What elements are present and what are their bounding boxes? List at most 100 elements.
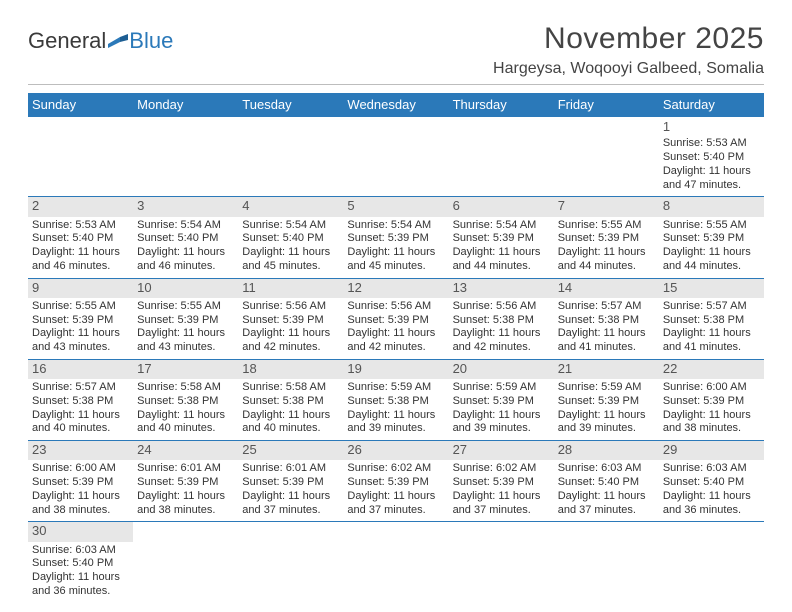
- calendar-table: SundayMondayTuesdayWednesdayThursdayFrid…: [28, 93, 764, 603]
- day-number: 26: [343, 441, 448, 460]
- daylight-line: Daylight: 11 hours and 37 minutes.: [347, 490, 444, 518]
- calendar-row: 1Sunrise: 5:53 AMSunset: 5:40 PMDaylight…: [28, 117, 764, 197]
- calendar-cell: 12 Sunrise: 5:56 AMSunset: 5:39 PMDayligh…: [343, 278, 448, 359]
- day-header: Saturday: [659, 93, 764, 117]
- day-number: 24: [133, 441, 238, 460]
- calendar-cell-empty: [238, 522, 343, 603]
- day-number: 19: [343, 360, 448, 379]
- day-header: Tuesday: [238, 93, 343, 117]
- sunset-line: Sunset: 5:40 PM: [32, 232, 129, 246]
- page-title: November 2025: [493, 22, 764, 56]
- daylight-line: Daylight: 11 hours and 42 minutes.: [242, 327, 339, 355]
- sunset-line: Sunset: 5:39 PM: [347, 314, 444, 328]
- day-number: 15: [659, 279, 764, 298]
- calendar-cell-empty: [133, 522, 238, 603]
- daylight-line: Daylight: 11 hours and 39 minutes.: [453, 409, 550, 437]
- day-number: 20: [449, 360, 554, 379]
- day-number: 5: [343, 197, 448, 216]
- daylight-line: Daylight: 11 hours and 43 minutes.: [137, 327, 234, 355]
- day-number: 18: [238, 360, 343, 379]
- sunrise-line: Sunrise: 5:58 AM: [242, 381, 339, 395]
- sunrise-line: Sunrise: 5:58 AM: [137, 381, 234, 395]
- calendar-cell: 13Sunrise: 5:56 AMSunset: 5:38 PMDayligh…: [449, 278, 554, 359]
- sunrise-line: Sunrise: 6:03 AM: [663, 462, 760, 476]
- sunrise-line: Sunrise: 6:02 AM: [347, 462, 444, 476]
- calendar-cell: 10Sunrise: 5:55 AMSunset: 5:39 PMDayligh…: [133, 278, 238, 359]
- day-number: 12: [343, 279, 448, 298]
- day-number: 6: [449, 197, 554, 216]
- sunset-line: Sunset: 5:38 PM: [32, 395, 129, 409]
- day-number: 22: [659, 360, 764, 379]
- calendar-cell-empty: [133, 117, 238, 197]
- sunset-line: Sunset: 5:40 PM: [663, 151, 760, 165]
- sunrise-line: Sunrise: 6:01 AM: [137, 462, 234, 476]
- calendar-cell: 5Sunrise: 5:54 AMSunset: 5:39 PMDaylight…: [343, 197, 448, 278]
- calendar-cell: 19Sunrise: 5:59 AMSunset: 5:38 PMDayligh…: [343, 359, 448, 440]
- sunset-line: Sunset: 5:40 PM: [558, 476, 655, 490]
- calendar-cell: 25Sunrise: 6:01 AMSunset: 5:39 PMDayligh…: [238, 441, 343, 522]
- day-number: 30: [28, 522, 133, 541]
- sunset-line: Sunset: 5:40 PM: [137, 232, 234, 246]
- calendar-cell: 6Sunrise: 5:54 AMSunset: 5:39 PMDaylight…: [449, 197, 554, 278]
- daylight-line: Daylight: 11 hours and 42 minutes.: [347, 327, 444, 355]
- sunset-line: Sunset: 5:39 PM: [242, 314, 339, 328]
- calendar-row: 9Sunrise: 5:55 AMSunset: 5:39 PMDaylight…: [28, 278, 764, 359]
- daylight-line: Daylight: 11 hours and 36 minutes.: [32, 571, 129, 599]
- calendar-cell: 20Sunrise: 5:59 AMSunset: 5:39 PMDayligh…: [449, 359, 554, 440]
- calendar-cell-empty: [343, 522, 448, 603]
- sunset-line: Sunset: 5:39 PM: [453, 232, 550, 246]
- day-header: Friday: [554, 93, 659, 117]
- day-number: 10: [133, 279, 238, 298]
- calendar-cell-empty: [554, 522, 659, 603]
- calendar-row: 23Sunrise: 6:00 AMSunset: 5:39 PMDayligh…: [28, 441, 764, 522]
- sunrise-line: Sunrise: 5:57 AM: [663, 300, 760, 314]
- sunset-line: Sunset: 5:39 PM: [558, 395, 655, 409]
- daylight-line: Daylight: 11 hours and 38 minutes.: [137, 490, 234, 518]
- daylight-line: Daylight: 11 hours and 40 minutes.: [32, 409, 129, 437]
- sunset-line: Sunset: 5:39 PM: [32, 314, 129, 328]
- calendar-cell: 16Sunrise: 5:57 AMSunset: 5:38 PMDayligh…: [28, 359, 133, 440]
- sunset-line: Sunset: 5:39 PM: [347, 232, 444, 246]
- daylight-line: Daylight: 11 hours and 46 minutes.: [32, 246, 129, 274]
- sunset-line: Sunset: 5:39 PM: [242, 476, 339, 490]
- sunrise-line: Sunrise: 5:57 AM: [32, 381, 129, 395]
- calendar-cell: 30Sunrise: 6:03 AMSunset: 5:40 PMDayligh…: [28, 522, 133, 603]
- sunset-line: Sunset: 5:39 PM: [137, 476, 234, 490]
- sunset-line: Sunset: 5:39 PM: [453, 395, 550, 409]
- daylight-line: Daylight: 11 hours and 45 minutes.: [242, 246, 339, 274]
- sunrise-line: Sunrise: 5:59 AM: [347, 381, 444, 395]
- day-number: 17: [133, 360, 238, 379]
- daylight-line: Daylight: 11 hours and 38 minutes.: [663, 409, 760, 437]
- daylight-line: Daylight: 11 hours and 43 minutes.: [32, 327, 129, 355]
- daylight-line: Daylight: 11 hours and 45 minutes.: [347, 246, 444, 274]
- daylight-line: Daylight: 11 hours and 47 minutes.: [663, 165, 760, 193]
- calendar-cell-empty: [659, 522, 764, 603]
- sunrise-line: Sunrise: 5:56 AM: [347, 300, 444, 314]
- calendar-row: 30Sunrise: 6:03 AMSunset: 5:40 PMDayligh…: [28, 522, 764, 603]
- day-number: 27: [449, 441, 554, 460]
- calendar-cell: 26Sunrise: 6:02 AMSunset: 5:39 PMDayligh…: [343, 441, 448, 522]
- calendar-cell: 29Sunrise: 6:03 AMSunset: 5:40 PMDayligh…: [659, 441, 764, 522]
- calendar-cell: 28Sunrise: 6:03 AMSunset: 5:40 PMDayligh…: [554, 441, 659, 522]
- calendar-row: 16Sunrise: 5:57 AMSunset: 5:38 PMDayligh…: [28, 359, 764, 440]
- sunrise-line: Sunrise: 6:03 AM: [558, 462, 655, 476]
- sunrise-line: Sunrise: 5:55 AM: [558, 219, 655, 233]
- day-header: Sunday: [28, 93, 133, 117]
- sunrise-line: Sunrise: 6:01 AM: [242, 462, 339, 476]
- calendar-cell-empty: [343, 117, 448, 197]
- sunset-line: Sunset: 5:39 PM: [558, 232, 655, 246]
- daylight-line: Daylight: 11 hours and 42 minutes.: [453, 327, 550, 355]
- day-header: Thursday: [449, 93, 554, 117]
- sunset-line: Sunset: 5:38 PM: [242, 395, 339, 409]
- day-header-row: SundayMondayTuesdayWednesdayThursdayFrid…: [28, 93, 764, 117]
- day-header: Monday: [133, 93, 238, 117]
- sunrise-line: Sunrise: 5:55 AM: [663, 219, 760, 233]
- daylight-line: Daylight: 11 hours and 37 minutes.: [558, 490, 655, 518]
- calendar-cell-empty: [449, 522, 554, 603]
- calendar-cell: 7Sunrise: 5:55 AMSunset: 5:39 PMDaylight…: [554, 197, 659, 278]
- calendar-cell-empty: [28, 117, 133, 197]
- daylight-line: Daylight: 11 hours and 46 minutes.: [137, 246, 234, 274]
- daylight-line: Daylight: 11 hours and 44 minutes.: [663, 246, 760, 274]
- sunrise-line: Sunrise: 6:00 AM: [663, 381, 760, 395]
- day-number: 1: [663, 119, 760, 135]
